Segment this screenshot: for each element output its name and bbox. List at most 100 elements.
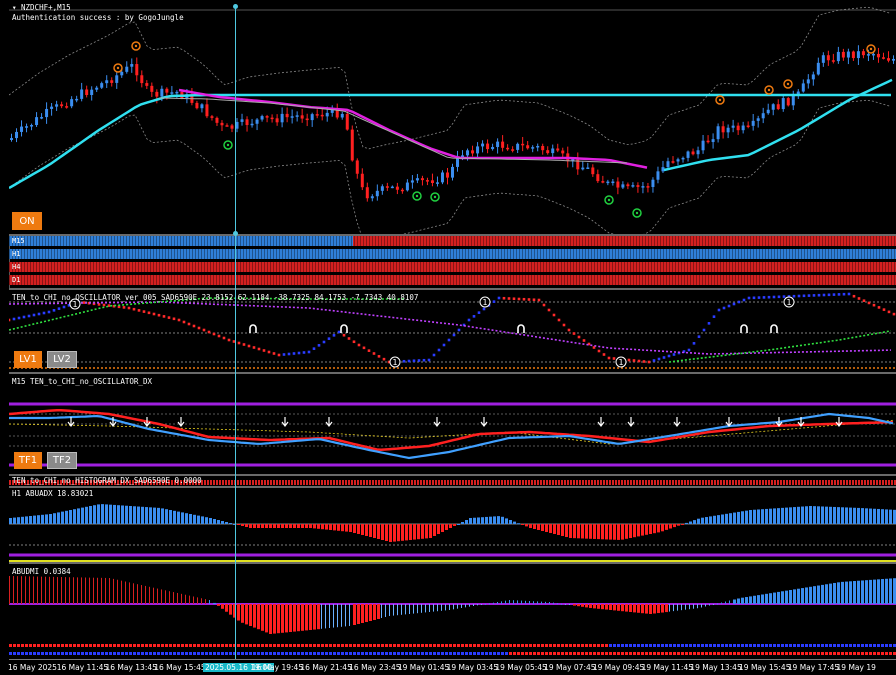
abudmi-canvas[interactable] (9, 564, 896, 659)
candle-body (370, 196, 374, 199)
tf1-button[interactable]: TF1 (14, 452, 42, 469)
abuadx-bar (545, 524, 548, 532)
u-turn-marker (517, 324, 525, 333)
abudmi-bar (361, 604, 364, 623)
abudmi-bar (553, 602, 554, 604)
histogram-dx-bar (321, 480, 323, 485)
histogram-dx-pane[interactable]: TEN_to_CHI_no_HISTOGRAM_DX_SAD6590E 0.00… (9, 476, 896, 486)
crosshair-handle-bottom[interactable] (233, 231, 238, 236)
abuadx-bar (689, 521, 692, 524)
tf2-button[interactable]: TF2 (47, 452, 77, 469)
oscillator-dot (842, 292, 846, 296)
abudmi-bar (617, 604, 620, 611)
abudmi-bar (181, 593, 182, 604)
down-arrow-marker (627, 417, 635, 427)
histogram-dx-bar (372, 480, 374, 485)
abudmi-dot (717, 652, 720, 655)
crosshair-handle-top[interactable] (233, 4, 238, 9)
histogram-dx-bar (825, 480, 827, 485)
abudmi-dot (149, 652, 152, 655)
price-chart-pane[interactable]: ▾ NZDCHF+,M15 Authentication success : b… (9, 0, 896, 234)
abudmi-dot (261, 644, 264, 647)
oscillator-dx-pane[interactable]: M15 TEN_to_CHI_no_OSCILLATOR_DX TF1 TF2 (9, 374, 896, 474)
histogram-dx-bar (333, 480, 335, 485)
abudmi-bar (645, 604, 648, 614)
abuadx-bar (301, 524, 304, 528)
abudmi-bar (165, 590, 166, 604)
abudmi-bar (673, 604, 674, 612)
histogram-dx-bar (462, 480, 464, 485)
abudmi-bar (253, 604, 256, 628)
abuadx-bar (377, 524, 380, 539)
abuadx-bar (149, 507, 152, 524)
histogram-dx-bar (663, 480, 665, 485)
price-chart-canvas[interactable] (9, 0, 896, 234)
histogram-dx-bar (33, 480, 35, 485)
candle-body (285, 113, 289, 118)
abuadx-bar (833, 506, 836, 524)
abuadx-bar (457, 524, 460, 525)
abudmi-dot (433, 644, 436, 647)
candle-body (711, 139, 715, 143)
lv2-button[interactable]: LV2 (47, 351, 77, 368)
lv1-button[interactable]: LV1 (14, 351, 42, 368)
pane-separator[interactable] (9, 372, 896, 374)
oscillator-dot (737, 300, 741, 304)
abudmi-pane[interactable]: ABUDMI 0.0384 (9, 564, 896, 659)
pane-separator[interactable] (9, 474, 896, 476)
oscillator-dot (407, 359, 411, 363)
abudmi-dot (537, 652, 540, 655)
candle-body (731, 125, 735, 128)
abudmi-dot (413, 652, 416, 655)
abudmi-dot (745, 652, 748, 655)
oscillator-dot (702, 328, 706, 332)
abudmi-dot (305, 652, 308, 655)
abudmi-bar (705, 604, 706, 607)
candle-body (796, 91, 800, 96)
sell-signal-dot (116, 66, 120, 70)
on-button[interactable]: ON (12, 212, 42, 230)
abudmi-dot (881, 644, 884, 647)
time-axis[interactable]: 16 May 2025 16 May 11:45 16 May 13:45 16 Ma… (8, 659, 896, 675)
abuadx-bar (273, 524, 276, 528)
abudmi-dot (329, 652, 332, 655)
abuadx-bar (393, 524, 396, 542)
abuadx-canvas[interactable] (9, 488, 896, 562)
oscillator-canvas[interactable]: 1 11 11 (9, 290, 896, 372)
stripe-hatch (9, 275, 896, 285)
abudmi-dot (533, 652, 536, 655)
candle-body (200, 104, 204, 109)
abudmi-dot (769, 652, 772, 655)
abudmi-dot (709, 652, 712, 655)
abuadx-bar (505, 518, 508, 524)
oscillator-dot (572, 332, 576, 335)
abuadx-bar (573, 524, 576, 539)
abuadx-bar (557, 524, 560, 535)
histogram-dx-bar (492, 480, 494, 485)
abudmi-dot (93, 644, 96, 647)
candle-body (440, 172, 444, 183)
oscillator-dot (647, 360, 651, 364)
abudmi-dot (541, 652, 544, 655)
pane-separator[interactable] (9, 562, 896, 564)
pane-separator[interactable] (9, 288, 896, 290)
histogram-dx-bar (444, 480, 446, 485)
oscillator-dot (832, 293, 836, 296)
oscillator-dx-canvas[interactable] (9, 374, 896, 474)
abuadx-pane[interactable]: H1 ABUADX 18.83021 (9, 488, 896, 562)
pane-separator[interactable] (9, 486, 896, 488)
abudmi-bar (37, 576, 38, 604)
abuadx-bar (649, 524, 652, 534)
oscillator-dot (147, 311, 151, 315)
pane-separator[interactable] (9, 234, 896, 236)
candle-body (551, 148, 555, 154)
abudmi-bar (185, 594, 186, 604)
abudmi-dot (789, 652, 792, 655)
abudmi-bar (337, 604, 338, 628)
abudmi-bar (49, 576, 50, 604)
oscillator-dot (172, 317, 176, 321)
abuadx-bar (97, 504, 100, 524)
down-arrow-marker (797, 417, 805, 427)
abudmi-dot (205, 644, 208, 647)
